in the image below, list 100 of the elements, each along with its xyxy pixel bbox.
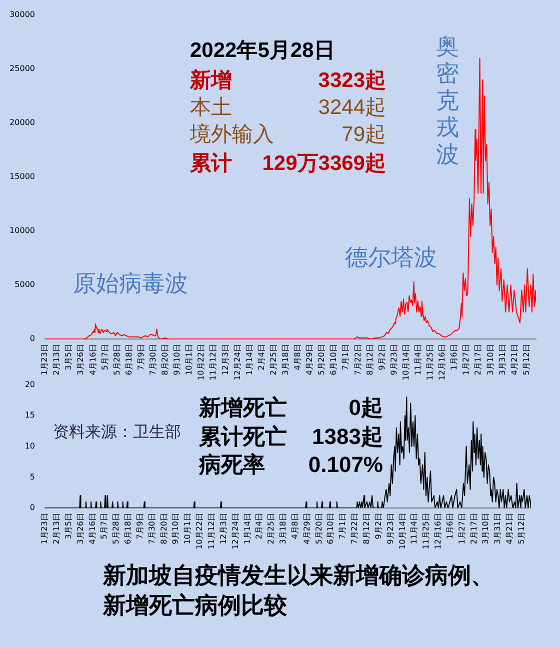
x-tick-label: 8月12日 — [365, 344, 374, 376]
x-tick-label: 6月18日 — [124, 344, 134, 376]
x-tick-label: 4月8日 — [290, 513, 300, 540]
annotation: 累计死亡 1383起 — [199, 423, 383, 451]
x-tick-label: 8月20日 — [160, 344, 170, 376]
x-tick-label: 12月24日 — [230, 513, 240, 550]
x-tick-label: 11月12日 — [207, 513, 216, 550]
y-tick-label: 10 — [24, 441, 35, 450]
x-tick-label: 7月22日 — [353, 344, 362, 376]
x-tick-label: 3月10日 — [486, 344, 495, 376]
x-tick-label: 9月2日 — [374, 513, 383, 540]
x-tick-label: 10月22日 — [196, 344, 206, 380]
x-tick-label: 7月30日 — [148, 344, 158, 376]
x-tick-label: 6月18日 — [124, 513, 133, 544]
annotation: 德尔塔波 — [345, 242, 437, 272]
x-tick-label: 6月10日 — [329, 344, 338, 376]
x-tick-label: 5月28日 — [112, 344, 122, 376]
text: 新加坡自疫情发生以来新增确诊病例、新增死亡病例比较 — [103, 561, 495, 620]
y-tick-label: 5 — [30, 472, 35, 482]
x-tick-label: 2月4日 — [256, 344, 266, 370]
y-tick-label: 0 — [30, 334, 35, 344]
text: 境外输入 79起 — [190, 122, 386, 146]
x-tick-label: 7月1日 — [338, 513, 348, 540]
x-tick-label: 8月20日 — [159, 513, 168, 544]
x-tick-label: 2月25日 — [268, 344, 278, 376]
y-tick-label: 20 — [24, 380, 35, 389]
x-tick-label: 9月23日 — [386, 513, 395, 544]
x-tick-label: 10月1日 — [183, 513, 192, 544]
x-tick-label: 3月18日 — [278, 513, 288, 544]
y-tick-label: 25000 — [10, 64, 35, 74]
x-tick-label: 11月25日 — [422, 513, 431, 550]
x-tick-label: 12月3日 — [218, 513, 228, 544]
x-tick-label: 4月29日 — [305, 344, 314, 376]
annotation: 资料来源：卫生部 — [53, 422, 181, 443]
annotation: 奥密克戎波 — [436, 33, 459, 168]
x-tick-label: 1月6日 — [445, 513, 454, 540]
x-tick-label: 1月23日 — [40, 513, 50, 544]
x-tick-label: 1月14日 — [242, 513, 252, 544]
y-tick-label: 0 — [30, 503, 35, 512]
text: 病死率 0.107% — [199, 452, 383, 477]
x-tick-label: 6月10日 — [326, 513, 336, 544]
x-tick-label: 7月9日 — [135, 513, 144, 540]
y-tick-label: 15 — [24, 410, 35, 420]
x-tick-label: 2月4日 — [254, 513, 264, 540]
x-tick-label: 7月1日 — [341, 344, 350, 370]
y-tick-label: 15000 — [10, 172, 35, 182]
x-tick-label: 7月22日 — [350, 513, 360, 544]
y-tick-label: 5000 — [14, 280, 35, 290]
x-tick-label: 1月23日 — [40, 344, 50, 376]
x-tick-label: 12月16日 — [438, 344, 447, 380]
x-tick-label: 2月13日 — [52, 344, 62, 376]
x-tick-label: 12月3日 — [220, 344, 230, 376]
x-tick-label: 5月12日 — [522, 344, 531, 376]
x-tick-label: 3月31日 — [498, 344, 507, 376]
x-tick-label: 2月13日 — [52, 513, 61, 544]
text: 新增死亡 0起 — [199, 395, 383, 420]
x-tick-label: 11月12日 — [208, 344, 218, 380]
x-tick-label: 5月12日 — [516, 513, 526, 544]
x-tick-label: 2月17日 — [469, 513, 478, 544]
x-tick-label: 4月16日 — [88, 344, 98, 376]
y-tick-label: 30000 — [10, 10, 35, 20]
x-tick-label: 3月5日 — [64, 344, 74, 370]
x-tick-label: 9月2日 — [377, 344, 386, 370]
x-tick-label: 3月26日 — [76, 344, 86, 376]
x-tick-label: 4月8日 — [293, 344, 302, 370]
x-tick-label: 11月4日 — [410, 513, 419, 544]
y-tick-label: 10000 — [10, 226, 35, 236]
x-tick-label: 3月18日 — [280, 344, 290, 376]
x-tick-label: 3月26日 — [76, 513, 85, 544]
x-tick-label: 2月25日 — [266, 513, 276, 544]
text: 新增 3323起 — [190, 68, 386, 92]
x-tick-label: 4月29日 — [302, 513, 312, 544]
x-tick-label: 7月9日 — [136, 344, 146, 370]
x-tick-label: 7月30日 — [147, 513, 156, 544]
x-tick-label: 10月22日 — [195, 513, 204, 550]
x-tick-label: 12月24日 — [232, 344, 242, 380]
x-tick-label: 11月4日 — [413, 344, 422, 376]
x-tick-label: 9月23日 — [389, 344, 398, 376]
x-tick-label: 3月10日 — [481, 513, 490, 544]
x-tick-label: 8月12日 — [362, 513, 371, 544]
text: 本土 3244起 — [190, 96, 386, 118]
x-tick-label: 10月14日 — [398, 513, 407, 550]
x-tick-label: 10月1日 — [184, 344, 194, 376]
x-tick-label: 12月16日 — [434, 513, 443, 550]
text: 累计 129万3369起 — [190, 152, 386, 174]
x-tick-label: 9月10日 — [172, 344, 182, 376]
x-tick-label: 4月21日 — [505, 513, 514, 544]
x-tick-label: 5月28日 — [112, 513, 121, 544]
x-tick-label: 4月16日 — [88, 513, 97, 544]
x-tick-label: 5月7日 — [100, 513, 109, 540]
x-tick-label: 1月27日 — [462, 344, 471, 376]
x-tick-label: 10月14日 — [401, 344, 410, 380]
x-tick-label: 5月7日 — [100, 344, 110, 370]
annotation: 原始病毒波 — [73, 268, 188, 298]
x-tick-label: 4月21日 — [510, 344, 519, 376]
x-tick-label: 1月6日 — [450, 344, 459, 370]
y-tick-label: 20000 — [10, 118, 35, 128]
x-tick-label: 5月20日 — [314, 513, 324, 544]
x-tick-label: 5月20日 — [317, 344, 326, 376]
x-tick-label: 1月14日 — [244, 344, 254, 376]
